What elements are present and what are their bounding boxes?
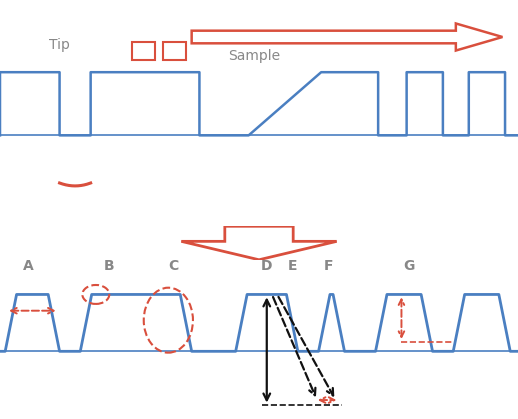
Text: G: G [404,259,415,273]
Text: D: D [261,259,272,273]
Text: E: E [288,259,297,273]
Bar [132,41,155,59]
Text: A: A [23,259,34,273]
Text: Tip: Tip [49,38,70,52]
Text: F: F [324,259,334,273]
Text: B: B [104,259,114,273]
Text: Sample: Sample [228,49,280,63]
Bar [163,41,186,59]
Text: C: C [168,259,179,273]
